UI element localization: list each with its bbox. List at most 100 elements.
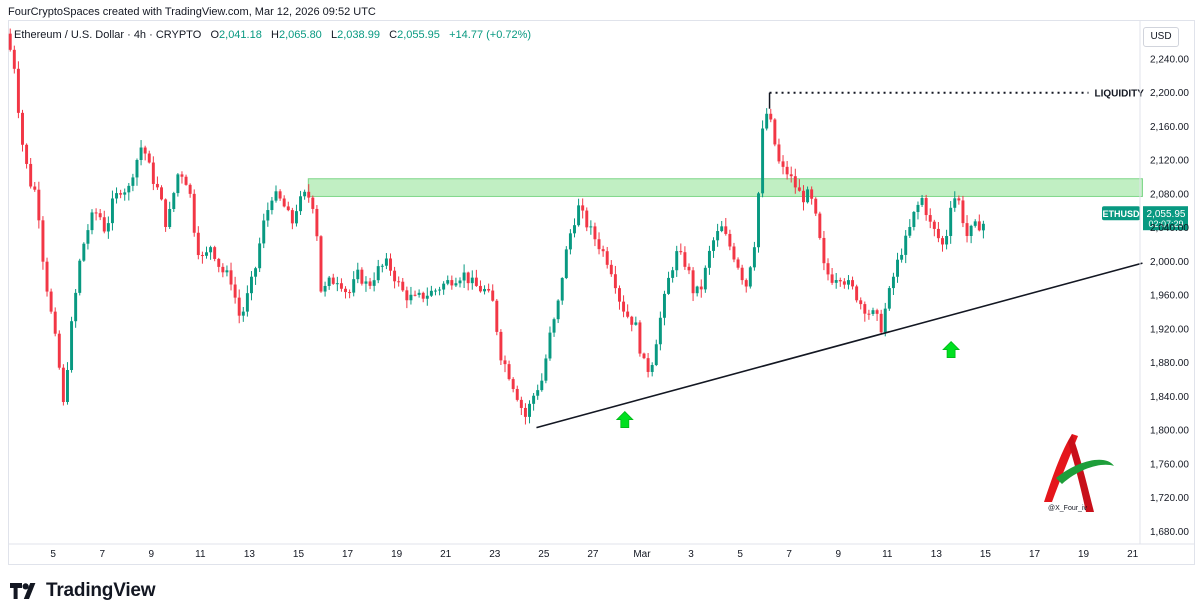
candle-body [307,191,311,198]
date-tick-label: 15 [980,549,992,560]
candle-body [908,226,912,236]
price-tick-label: 1,840.00 [1150,392,1189,403]
candle-body [274,191,278,201]
candle-body [393,270,397,282]
candle-body [867,313,871,315]
chart-attribution: FourCryptoSpaces created with TradingVie… [8,6,376,18]
candle-body [679,251,683,253]
candle-body [225,270,229,273]
price-tick-label: 1,800.00 [1150,426,1189,437]
ohlc-legend: Ethereum / U.S. Dollar · 4h · CRYPTO O2,… [14,29,531,41]
candle-body [294,211,298,224]
candle-body [286,206,290,211]
candle-body [949,207,953,236]
price-tick-label: 1,880.00 [1150,358,1189,369]
date-tick-label: 25 [538,549,550,560]
candle-body [78,260,82,293]
candle-body [552,319,556,333]
legend-low: 2,038.99 [337,29,380,41]
candle-body [855,286,859,301]
logo-green-swoosh [1056,459,1114,484]
candle-body [528,403,531,417]
candle-body [135,160,139,178]
candle-body [622,301,626,312]
candle-body [638,322,642,354]
symbol-tag-label: ETHUSD [1102,209,1140,219]
date-tick-label: 21 [1127,549,1139,560]
candle-body [348,292,352,294]
candle-body [335,283,339,285]
candle-body [446,280,450,284]
liquidity-label: LIQUIDITY [1094,89,1144,100]
candle-body [793,176,797,188]
date-tick-label: 7 [786,549,792,560]
candle-body [732,246,736,260]
candle-body [802,190,805,203]
candle-body [192,193,196,233]
candle-body [421,292,425,299]
candle-body [188,184,192,194]
candle-body [25,144,29,164]
legend-o-label: O [210,29,220,41]
x-four-iv-logo: @X_Four_iv [1044,434,1114,512]
candle-body [483,288,487,292]
candle-body [957,198,961,201]
candle-body [875,310,879,314]
symbol-tag-bg [1102,206,1140,221]
candle-body [965,223,969,236]
candle-body [389,258,392,271]
candle-body [143,147,147,154]
candle-body [339,283,343,289]
candle-body [765,113,769,129]
candle-body [405,290,409,301]
legend-open: 2,041.18 [219,29,262,41]
candle-body [842,281,846,285]
price-tick-label: 1,760.00 [1150,459,1189,470]
candle-body [119,193,123,195]
price-tick-label: 1,720.00 [1150,493,1189,504]
candle-body [450,280,454,286]
time-axis: 5 7 9 11 13 15 17 19 21 23 25 27 Mar 3 5 7 9 11 13 15 17 19 21 [9,543,1194,560]
price-tag-value: 2,055.95 [1147,209,1186,220]
candle-body [184,176,188,185]
up-arrow-icon [615,410,634,428]
candle-body [12,49,16,69]
candle-body [687,266,691,271]
candle-body [818,213,822,238]
price-tick-label: 2,160.00 [1150,122,1189,133]
candle-body [515,388,519,400]
candle-body [781,161,785,167]
candle-body [879,313,883,333]
candle-body [434,290,437,292]
candle-body [568,233,572,250]
candle-body [712,240,715,251]
price-tick-label: 1,920.00 [1150,324,1189,335]
candle-body [519,399,523,408]
candle-body [548,332,552,359]
candle-body [736,259,740,268]
candle-body [973,221,977,226]
price-tag-bg [1143,206,1188,231]
candle-body [425,295,429,299]
candle-body [8,33,12,50]
candle-body [299,196,303,212]
candle-body [429,290,433,296]
candle-body [658,317,662,345]
candle-body [585,210,589,228]
currency-button[interactable]: USD [1143,27,1179,47]
price-tick-label: 2,040.00 [1150,223,1189,234]
legend-close: 2,055.95 [397,29,440,41]
candle-body [920,198,924,205]
candle-body [900,254,904,260]
candle-body [327,277,331,286]
candles-layer [8,28,985,425]
price-tick-label: 2,240.00 [1150,54,1189,65]
resistance-zone [307,178,1143,197]
candle-body [761,128,765,194]
date-tick-label: 23 [489,549,501,560]
candle-body [675,251,679,271]
candle-body [110,198,114,224]
candle-body [744,280,748,287]
